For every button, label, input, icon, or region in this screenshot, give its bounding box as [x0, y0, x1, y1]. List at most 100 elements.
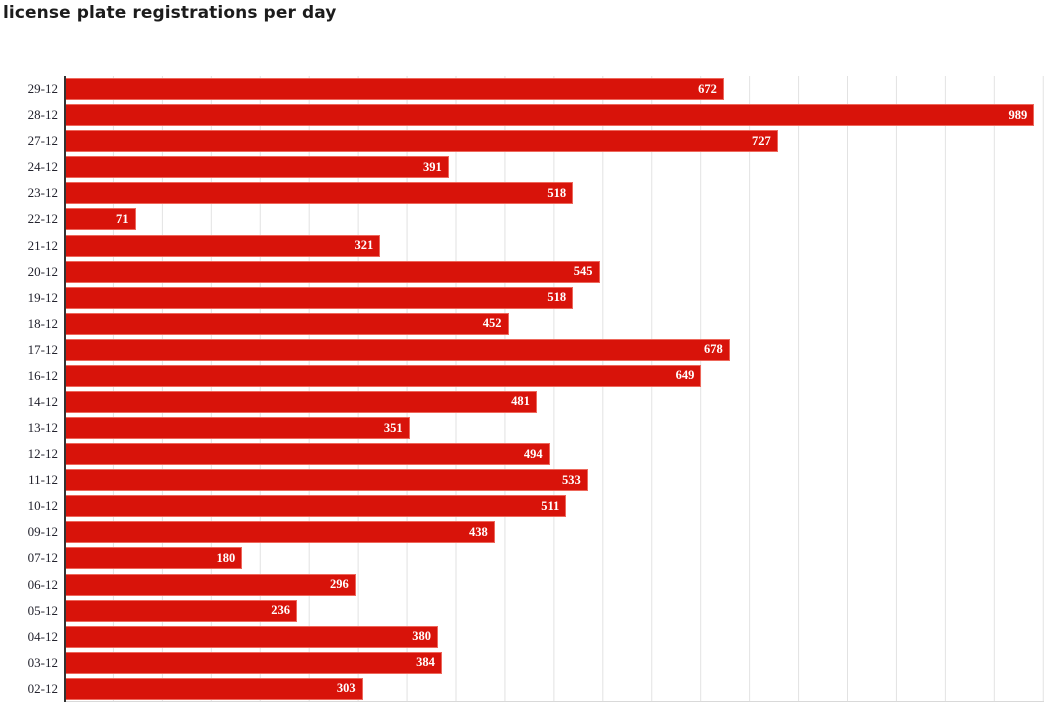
bar[interactable]: 384 — [66, 651, 442, 674]
chart-row: 16-12 649 — [0, 363, 1044, 389]
bar-track: 672 — [65, 78, 1044, 101]
y-axis-tick-label: 18-12 — [27, 315, 58, 331]
bar[interactable]: 533 — [66, 469, 588, 492]
bar-track: 727 — [65, 130, 1044, 153]
chart-row: 02-12 303 — [0, 676, 1044, 702]
chart-row: 21-12 321 — [0, 232, 1044, 258]
bar-value-label: 518 — [547, 185, 567, 200]
bar[interactable]: 71 — [66, 208, 136, 231]
bar-track: 649 — [65, 364, 1044, 387]
bar[interactable]: 518 — [66, 286, 574, 309]
bar-track: 533 — [65, 469, 1044, 492]
y-axis-tick-label: 10-12 — [27, 498, 58, 514]
bar-track: 518 — [65, 182, 1044, 205]
y-axis-tick-label: 07-12 — [27, 550, 58, 566]
chart-row: 09-12 438 — [0, 519, 1044, 545]
chart-row: 20-12 545 — [0, 259, 1044, 285]
bar[interactable]: 391 — [66, 156, 449, 179]
chart-row: 07-12 180 — [0, 545, 1044, 571]
bar-value-label: 351 — [383, 420, 403, 435]
y-axis-tick-label: 23-12 — [27, 185, 58, 201]
bar[interactable]: 236 — [66, 599, 298, 622]
chart-row: 10-12 511 — [0, 493, 1044, 519]
bar-value-label: 321 — [354, 238, 374, 252]
y-axis-tick-label: 11-12 — [28, 472, 58, 488]
bar-value-label: 452 — [482, 316, 502, 331]
bar[interactable]: 989 — [66, 104, 1035, 127]
bar[interactable]: 481 — [66, 390, 537, 413]
y-axis-tick-label: 06-12 — [27, 576, 58, 592]
bar[interactable]: 321 — [66, 234, 381, 257]
chart-row: 29-12 672 — [0, 76, 1044, 102]
bar-value-label: 236 — [271, 603, 291, 618]
bar[interactable]: 545 — [66, 260, 600, 283]
bar-value-label: 481 — [511, 394, 530, 409]
y-axis-tick-label: 02-12 — [27, 680, 58, 696]
y-axis-tick-label: 16-12 — [27, 367, 58, 383]
bar[interactable]: 452 — [66, 312, 509, 335]
bar[interactable]: 351 — [66, 417, 410, 440]
y-axis-tick-label: 14-12 — [27, 393, 58, 409]
y-axis-tick-label: 28-12 — [27, 107, 58, 123]
chart-rows: 29-12 672 28-12 989 27-12 727 24-12 391 23-12 518… — [0, 76, 1044, 702]
bar-chart: 29-12 672 28-12 989 27-12 727 24-12 391 23-12 518… — [0, 76, 1044, 702]
bar[interactable]: 380 — [66, 625, 439, 648]
chart-row: 03-12 384 — [0, 650, 1044, 676]
bar-value-label: 296 — [330, 577, 349, 592]
bar-value-label: 672 — [698, 81, 717, 96]
bar[interactable]: 303 — [66, 677, 363, 700]
y-axis-tick-label: 04-12 — [27, 628, 58, 644]
bar-value-label: 180 — [216, 550, 236, 565]
chart-row: 18-12 452 — [0, 311, 1044, 337]
bar[interactable]: 180 — [66, 547, 243, 570]
bar-value-label: 511 — [541, 498, 560, 513]
bar-value-label: 380 — [412, 629, 432, 644]
y-axis-tick-label: 21-12 — [27, 237, 58, 253]
bar-track: 518 — [65, 286, 1044, 309]
bar[interactable]: 649 — [66, 364, 702, 387]
bar-track: 494 — [65, 443, 1044, 466]
chart-row: 24-12 391 — [0, 154, 1044, 180]
bar-track: 438 — [65, 521, 1044, 544]
bar-track: 391 — [65, 156, 1044, 179]
bar-track: 678 — [65, 338, 1044, 361]
bar-value-label: 545 — [573, 264, 593, 279]
chart-row: 04-12 380 — [0, 624, 1044, 650]
y-axis-line — [64, 76, 66, 702]
bar[interactable]: 511 — [66, 495, 567, 518]
bar-value-label: 518 — [547, 290, 567, 305]
bar-value-label: 649 — [675, 368, 695, 383]
bar-value-label: 989 — [1008, 107, 1028, 122]
bar[interactable]: 678 — [66, 338, 730, 361]
bar[interactable]: 494 — [66, 443, 550, 466]
bar[interactable]: 296 — [66, 573, 356, 596]
y-axis-tick-label: 24-12 — [27, 159, 58, 175]
bar-value-label: 678 — [704, 342, 723, 357]
bar-value-label: 438 — [469, 524, 488, 539]
chart-row: 28-12 989 — [0, 102, 1044, 128]
bar-track: 236 — [65, 599, 1044, 622]
bar-track: 351 — [65, 417, 1044, 440]
y-axis-tick-label: 20-12 — [27, 263, 58, 279]
y-axis-tick-label: 05-12 — [27, 602, 58, 618]
chart-row: 13-12 351 — [0, 415, 1044, 441]
bar-value-label: 303 — [336, 681, 356, 696]
chart-row: 19-12 518 — [0, 285, 1044, 311]
chart-row: 22-12 71 — [0, 206, 1044, 232]
bar-track: 321 — [65, 234, 1044, 257]
bar-track: 71 — [65, 208, 1044, 231]
chart-row: 05-12 236 — [0, 598, 1044, 624]
bar[interactable]: 518 — [66, 182, 574, 205]
bar[interactable]: 438 — [66, 521, 495, 544]
bar[interactable]: 672 — [66, 78, 724, 101]
bar-value-label: 727 — [751, 133, 771, 148]
bar-value-label: 71 — [116, 211, 129, 226]
bar-track: 380 — [65, 625, 1044, 648]
y-axis-tick-label: 03-12 — [27, 654, 58, 670]
bar[interactable]: 727 — [66, 130, 778, 153]
chart-row: 27-12 727 — [0, 128, 1044, 154]
bar-track: 511 — [65, 495, 1044, 518]
y-axis-tick-label: 29-12 — [27, 81, 58, 97]
bar-value-label: 384 — [416, 655, 435, 670]
